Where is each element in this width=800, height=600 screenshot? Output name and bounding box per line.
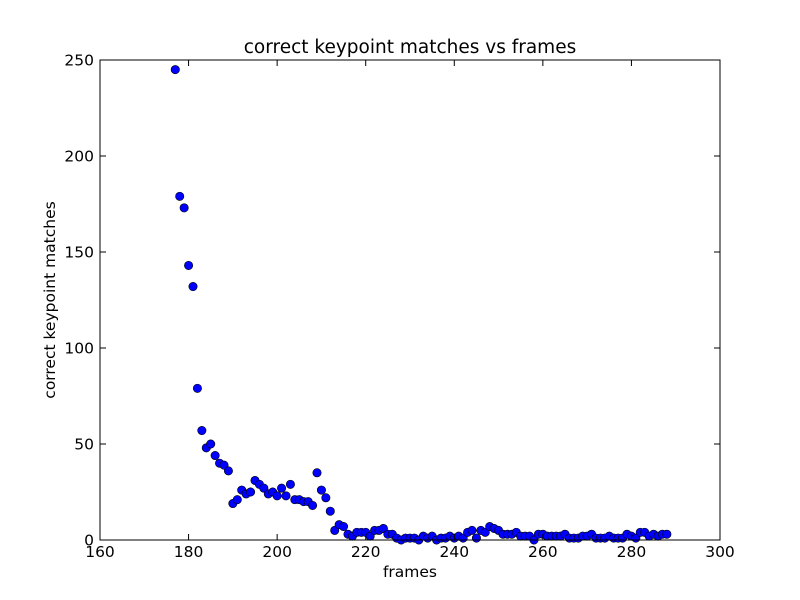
y-tick-label: 50 xyxy=(74,436,94,454)
x-tick-label: 240 xyxy=(439,543,469,561)
y-tick-label: 0 xyxy=(84,532,94,550)
x-tick-label: 220 xyxy=(351,543,381,561)
data-point xyxy=(281,491,291,501)
data-point xyxy=(272,491,282,501)
data-point xyxy=(308,500,318,510)
data-point xyxy=(210,451,220,461)
plot-area-frame xyxy=(99,59,721,541)
data-points xyxy=(170,65,672,545)
y-tick-label: 150 xyxy=(64,244,94,262)
data-point xyxy=(170,65,180,75)
y-axis-title: correct keypoint matches xyxy=(41,201,59,398)
data-point xyxy=(179,203,189,213)
x-tick-label: 280 xyxy=(617,543,647,561)
data-point xyxy=(471,533,481,543)
x-axis-title: frames xyxy=(383,563,437,581)
x-tick-label: 180 xyxy=(174,543,204,561)
data-point xyxy=(192,383,202,393)
x-tick-label: 200 xyxy=(262,543,292,561)
data-point xyxy=(206,439,216,449)
data-point xyxy=(325,506,335,516)
data-point xyxy=(232,495,242,505)
data-point xyxy=(312,468,322,478)
data-point xyxy=(321,493,331,503)
data-point xyxy=(467,525,477,535)
data-point xyxy=(223,466,233,476)
data-point xyxy=(188,282,198,292)
data-point xyxy=(662,529,672,539)
y-tick-label: 250 xyxy=(64,52,94,70)
data-point xyxy=(197,426,207,436)
x-tick-label: 260 xyxy=(528,543,558,561)
tick-labels: 160 180 200 220 240 260 280 300 0 50 100 150 200 250 xyxy=(64,52,734,562)
data-point xyxy=(246,487,256,497)
data-point xyxy=(277,483,287,493)
y-tick-label: 200 xyxy=(64,148,94,166)
data-point xyxy=(175,191,185,201)
data-point xyxy=(285,479,295,489)
data-point xyxy=(316,485,326,495)
y-tick-label: 100 xyxy=(64,340,94,358)
x-tick-label: 300 xyxy=(705,543,735,561)
data-point xyxy=(184,260,194,270)
x-tick-label: 160 xyxy=(85,543,115,561)
chart-title: correct keypoint matches vs frames xyxy=(244,37,576,58)
data-point xyxy=(339,522,349,532)
